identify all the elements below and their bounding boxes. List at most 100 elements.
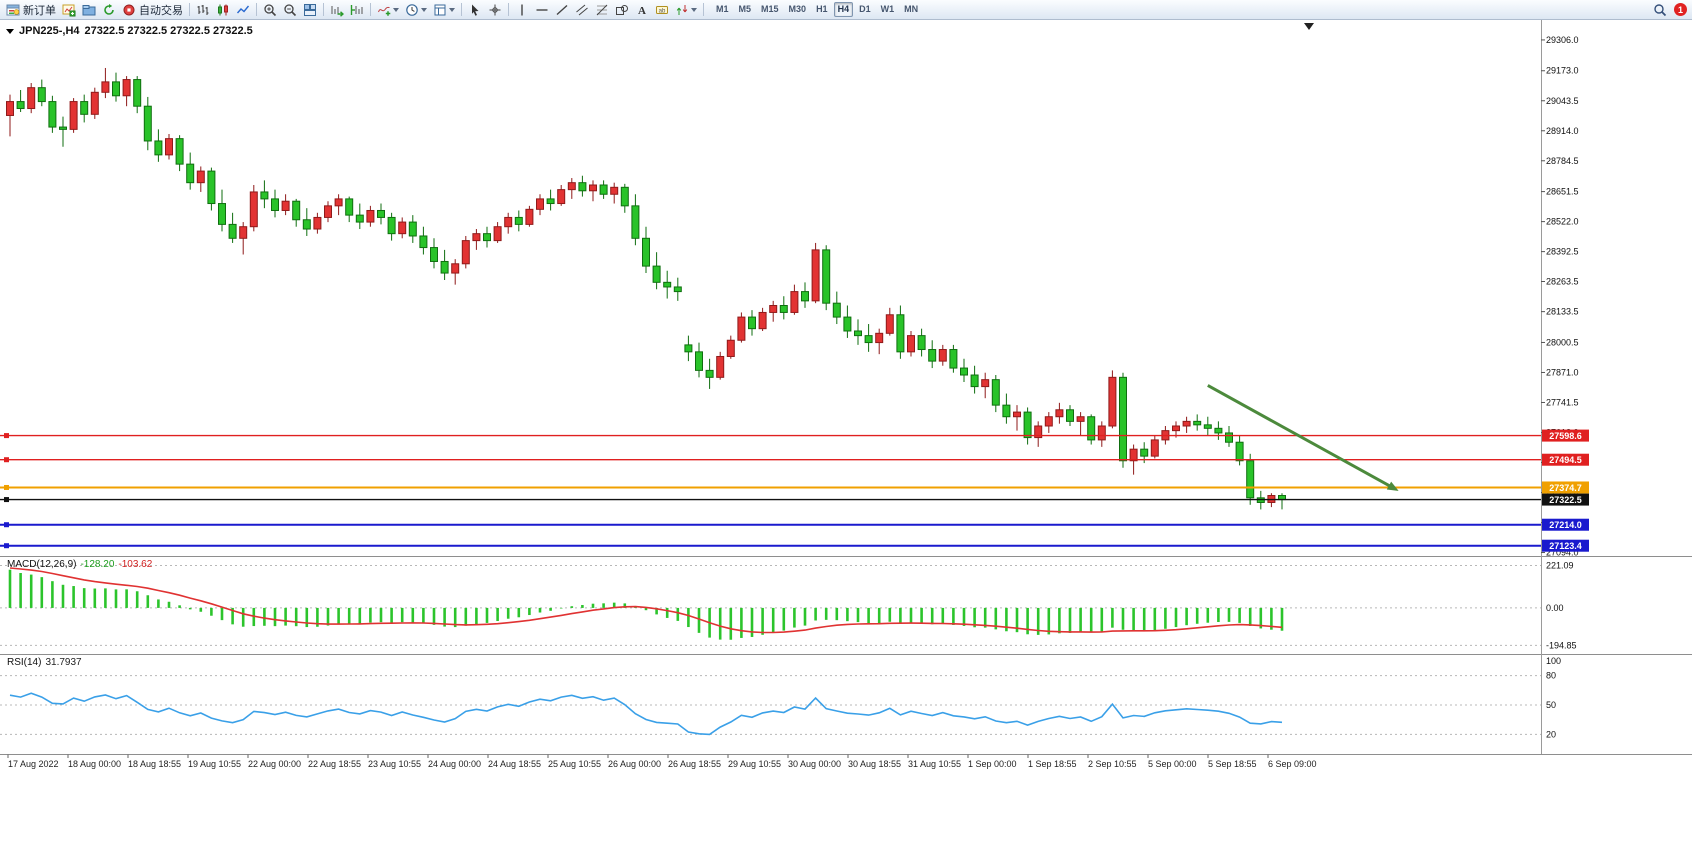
line-chart-button[interactable] <box>234 1 252 18</box>
new-chart-button[interactable] <box>60 1 78 18</box>
price-badge-label: 27374.7 <box>1549 483 1582 493</box>
chart-dropdown-icon[interactable] <box>6 28 14 34</box>
candle <box>260 191 269 200</box>
candle <box>504 216 513 228</box>
dropdown-caret-icon[interactable] <box>393 7 399 12</box>
rsi-axis-label: 80 <box>1546 671 1556 681</box>
bar-chart-button[interactable] <box>194 1 212 18</box>
horizontal-line-button[interactable] <box>533 1 551 18</box>
timeframe-h1-button[interactable]: H1 <box>816 4 828 14</box>
candle <box>854 330 862 337</box>
candle <box>387 216 396 235</box>
svg-text:A: A <box>638 5 646 17</box>
candle <box>122 79 131 97</box>
candle <box>1023 411 1032 439</box>
price-badge-label: 27214.0 <box>1549 520 1582 530</box>
fibonacci-button[interactable] <box>593 1 611 18</box>
candle <box>90 91 99 115</box>
shift-marker-icon[interactable] <box>1304 23 1314 30</box>
time-axis-label: 23 Aug 10:55 <box>368 759 422 769</box>
timeframe-h4-button[interactable]: H4 <box>833 2 854 17</box>
new-order-button[interactable]: 新订单 <box>4 1 58 18</box>
candle <box>716 355 725 378</box>
tile-windows-button[interactable] <box>301 1 319 18</box>
candle <box>154 140 163 156</box>
candle <box>430 247 438 262</box>
timeframe-mn-button[interactable]: MN <box>904 4 919 14</box>
candle <box>493 226 502 242</box>
search-button[interactable] <box>1651 1 1669 18</box>
candle <box>48 101 57 128</box>
price-axis-label: 27094.0 <box>1546 548 1579 558</box>
candle <box>769 304 778 313</box>
candle <box>249 191 258 228</box>
periods-button[interactable] <box>403 1 429 18</box>
candle <box>80 101 89 115</box>
timeframe-m15-button[interactable]: M15 <box>761 4 779 14</box>
line-handle[interactable] <box>4 522 9 528</box>
candle <box>112 81 120 97</box>
vertical-line-button[interactable] <box>513 1 531 18</box>
candle <box>345 198 354 216</box>
notification-badge[interactable]: 1 <box>1674 3 1687 16</box>
time-axis-label: 26 Aug 00:00 <box>608 759 662 769</box>
line-handle[interactable] <box>4 484 9 490</box>
candlestick-chart-button[interactable] <box>214 1 232 18</box>
dropdown-caret-icon[interactable] <box>691 7 697 12</box>
timeframe-d1-button[interactable]: D1 <box>859 4 871 14</box>
macd-axis-label: -194.85 <box>1546 640 1577 650</box>
profiles-button[interactable] <box>80 1 98 18</box>
time-axis[interactable]: 17 Aug 2022 18 Aug 00:00 18 Aug 18:55 19 Au… <box>0 759 1692 773</box>
candle <box>472 233 481 242</box>
autotrading-button[interactable]: 自动交易 <box>120 1 185 18</box>
trendline-button[interactable] <box>553 1 571 18</box>
price-badge <box>1542 539 1589 552</box>
candle <box>981 379 990 388</box>
time-axis-label: 17 Aug 2022 <box>8 759 59 769</box>
channel-button[interactable] <box>573 1 591 18</box>
cursor-button[interactable] <box>466 1 484 18</box>
candle <box>928 349 937 362</box>
trend-arrow[interactable] <box>1207 384 1395 490</box>
time-axis-label: 31 Aug 10:55 <box>908 759 962 769</box>
line-handle[interactable] <box>4 433 9 439</box>
line-handle[interactable] <box>4 543 9 549</box>
candle <box>885 314 894 334</box>
auto-scroll-button[interactable] <box>328 1 346 18</box>
timeframe-m1-button[interactable]: M1 <box>716 4 729 14</box>
crosshair-button[interactable] <box>486 1 504 18</box>
price-badge-label: 27123.4 <box>1549 541 1582 551</box>
label-button[interactable]: ab <box>653 1 671 18</box>
candle <box>16 101 25 110</box>
time-axis-label: 18 Aug 00:00 <box>68 759 122 769</box>
time-axis-label: 24 Aug 00:00 <box>428 759 482 769</box>
candle <box>218 203 226 225</box>
candle <box>705 369 714 378</box>
macd-axis-label: 221.09 <box>1546 560 1574 570</box>
timeframe-m30-button[interactable]: M30 <box>788 4 807 14</box>
chart-shift-button[interactable] <box>348 1 366 18</box>
arrows-button[interactable] <box>673 1 699 18</box>
dropdown-caret-icon[interactable] <box>449 7 455 12</box>
time-axis-label: 1 Sep 18:55 <box>1028 759 1077 769</box>
line-handle[interactable] <box>4 457 9 463</box>
trendline-icon <box>555 3 569 17</box>
timeframe-w1-button[interactable]: W1 <box>880 4 895 14</box>
zoom-out-button[interactable] <box>281 1 299 18</box>
candle <box>779 304 788 313</box>
price-badge <box>1542 453 1589 466</box>
dropdown-caret-icon[interactable] <box>421 7 427 12</box>
candle <box>991 379 1000 406</box>
refresh-button[interactable] <box>100 1 118 18</box>
time-axis-label: 30 Aug 00:00 <box>788 759 842 769</box>
shapes-button[interactable] <box>613 1 631 18</box>
text-button[interactable]: A <box>633 1 651 18</box>
indicators-button[interactable] <box>375 1 401 18</box>
templates-button[interactable] <box>431 1 457 18</box>
timeframe-m5-button[interactable]: M5 <box>738 4 752 14</box>
line-handle[interactable] <box>4 497 9 503</box>
time-axis-label: 18 Aug 18:55 <box>128 759 182 769</box>
zoom-in-button[interactable] <box>261 1 279 18</box>
horizontal-line-icon <box>535 3 549 17</box>
